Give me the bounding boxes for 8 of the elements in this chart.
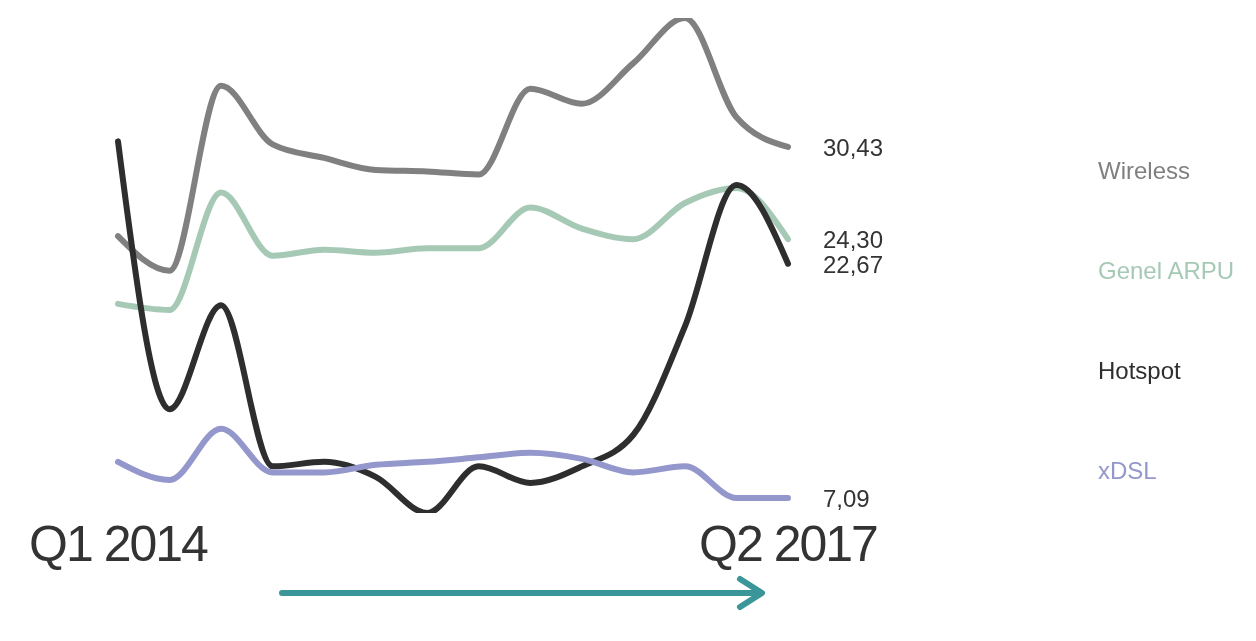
data-label: 30,43 <box>823 133 884 161</box>
text: Hotspot <box>1098 356 1182 385</box>
x-tick-label: Q1 2014 <box>29 516 209 572</box>
text: Genel ARPU <box>1098 256 1236 285</box>
text: xDSL <box>1098 456 1158 485</box>
text: Wireless <box>1098 156 1191 185</box>
x-tick-label: Q2 2017 <box>699 516 878 572</box>
data-label: 7,09 <box>823 485 870 513</box>
